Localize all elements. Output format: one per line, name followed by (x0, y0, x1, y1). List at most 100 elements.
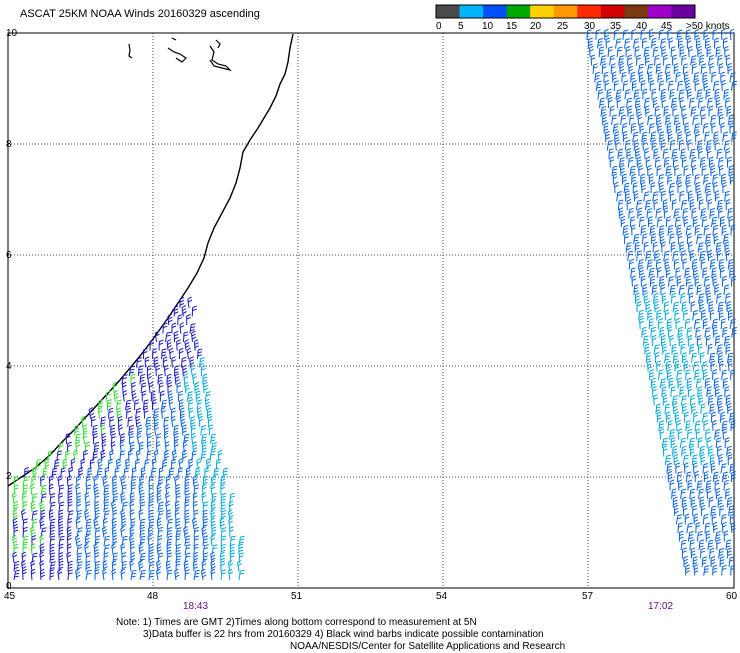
wind-barb (687, 233, 692, 245)
lat-label: 10 (6, 28, 18, 39)
wind-barb (727, 360, 733, 372)
wind-barb (49, 552, 56, 564)
wind-barb (57, 568, 63, 581)
wind-barb (177, 314, 183, 326)
wind-barb (210, 534, 216, 547)
wind-barb (222, 467, 229, 479)
wind-barb (689, 488, 696, 500)
wind-barb (730, 369, 736, 381)
wind-barb (726, 445, 732, 457)
wind-barb (12, 534, 18, 547)
wind-barb (702, 412, 709, 423)
wind-barb (618, 157, 625, 168)
legend-swatch (436, 5, 461, 18)
wind-barb (186, 347, 192, 360)
wind-barb (120, 433, 126, 445)
wind-barb (631, 80, 637, 92)
wind-barb (604, 79, 610, 92)
wind-barb (701, 216, 708, 228)
wind-barb (669, 284, 676, 296)
wind-barb (635, 147, 640, 160)
wind-barb (666, 318, 673, 330)
wind-barb (636, 301, 642, 313)
wind-barb (39, 543, 45, 555)
wind-barb (161, 458, 168, 470)
wind-barb (667, 326, 673, 338)
wind-barb (189, 323, 196, 334)
wind-barb (691, 207, 697, 219)
wind-barb (110, 424, 116, 436)
wind-barb (691, 164, 697, 177)
wind-barb (220, 483, 225, 496)
wind-barb (670, 386, 676, 398)
wind-barb (622, 173, 627, 185)
wind-barb (675, 71, 681, 83)
wind-barb (653, 198, 659, 211)
wind-barb (678, 334, 684, 347)
wind-barb (691, 258, 698, 270)
wind-barb (651, 233, 656, 245)
wind-barb (117, 415, 123, 428)
wind-barb (24, 467, 29, 478)
wind-barb (30, 543, 36, 555)
wind-barb (723, 37, 728, 49)
wind-barb (712, 224, 719, 236)
wind-barb (138, 483, 144, 496)
wind-barb (618, 55, 625, 66)
wind-barb (730, 224, 736, 236)
wind-barb (680, 199, 688, 211)
wind-barb (85, 475, 91, 487)
wind-barb (31, 535, 37, 547)
lon-label: 54 (436, 591, 448, 602)
wind-barb (640, 181, 646, 194)
wind-barb (653, 344, 660, 355)
wind-barb (704, 522, 711, 534)
wind-barb (632, 182, 638, 194)
wind-barb (144, 356, 150, 368)
wind-barb (58, 535, 65, 547)
wind-barb (617, 199, 624, 211)
wind-barb (662, 394, 668, 406)
wind-barb (664, 403, 671, 415)
wind-barb (692, 114, 699, 126)
wind-barb (220, 492, 227, 504)
wind-barb (171, 356, 177, 368)
wind-barb (31, 510, 38, 521)
wind-barb (655, 208, 662, 219)
wind-barb (58, 509, 64, 521)
wind-barb (727, 454, 733, 466)
wind-barb (707, 97, 713, 109)
wind-barb (675, 514, 683, 525)
wind-barb (728, 215, 734, 228)
wind-barb (724, 241, 730, 253)
wind-barb (633, 38, 640, 49)
wind-barb (139, 518, 146, 530)
wind-barb (187, 296, 193, 309)
wind-barb (684, 462, 689, 474)
legend-label: 10 (482, 21, 494, 32)
wind-barb (663, 207, 669, 219)
wind-barb (192, 500, 198, 513)
wind-barb (719, 216, 725, 228)
wind-barb (103, 484, 110, 496)
wind-barb (700, 208, 707, 219)
wind-barb (153, 415, 159, 428)
wind-barb (669, 190, 675, 202)
wind-barb (166, 535, 173, 547)
wind-barb (143, 407, 149, 419)
wind-barb (207, 415, 213, 428)
wind-barb (654, 250, 660, 262)
wind-barb (669, 233, 675, 245)
wind-barb (728, 165, 734, 177)
wind-barb (701, 165, 707, 177)
wind-barb (94, 535, 101, 547)
wind-barb (148, 569, 155, 581)
wind-barb (75, 433, 81, 445)
wind-barb (674, 114, 680, 126)
wind-barb (706, 147, 712, 160)
wind-barb (674, 216, 681, 228)
wind-barb (670, 46, 676, 58)
wind-barb (687, 334, 693, 347)
wind-barb (713, 131, 719, 143)
wind-barb (689, 445, 695, 457)
